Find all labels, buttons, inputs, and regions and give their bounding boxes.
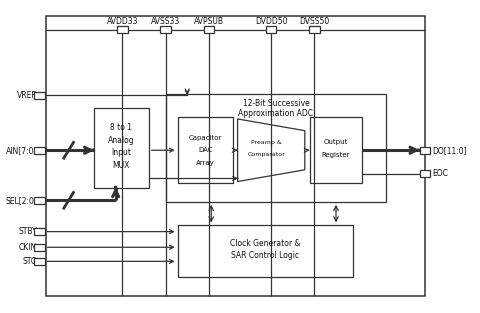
Text: SAR Control Logic: SAR Control Logic — [231, 251, 299, 260]
Bar — [34, 258, 45, 265]
Text: AVPSUB: AVPSUB — [194, 17, 224, 26]
Text: VREF: VREF — [17, 91, 37, 100]
Bar — [34, 197, 45, 204]
Bar — [94, 108, 149, 188]
Text: Preamp &: Preamp & — [251, 140, 282, 145]
Text: DO[11:0]: DO[11:0] — [432, 146, 467, 155]
Text: Capacitor: Capacitor — [189, 135, 222, 141]
Polygon shape — [238, 119, 305, 182]
Text: AIN[7:0]: AIN[7:0] — [5, 146, 37, 155]
Text: EOC: EOC — [432, 169, 448, 178]
Text: Comparator: Comparator — [248, 152, 285, 157]
Text: STBY: STBY — [18, 227, 37, 236]
Text: Approximation ADC: Approximation ADC — [239, 109, 313, 118]
Bar — [46, 16, 425, 296]
Text: Register: Register — [322, 152, 350, 158]
Bar — [34, 147, 45, 154]
Bar — [204, 26, 214, 33]
Bar — [309, 26, 320, 33]
Text: CKIN: CKIN — [19, 243, 37, 252]
Text: AVDD33: AVDD33 — [107, 17, 138, 26]
Bar — [178, 117, 233, 183]
Bar — [178, 225, 353, 277]
Bar — [166, 94, 386, 202]
Text: Clock Generator &: Clock Generator & — [230, 239, 300, 248]
Text: DVDD50: DVDD50 — [255, 17, 288, 26]
Bar — [34, 244, 45, 251]
Text: Array: Array — [196, 160, 215, 166]
Text: 12-Bit Successive: 12-Bit Successive — [242, 100, 310, 108]
Text: DVSS50: DVSS50 — [299, 17, 330, 26]
Bar — [420, 170, 430, 177]
Text: 8 to 1: 8 to 1 — [110, 123, 132, 132]
Bar — [266, 26, 276, 33]
Bar — [34, 228, 45, 235]
Bar — [117, 26, 128, 33]
Text: Input: Input — [111, 148, 131, 157]
Text: MUX: MUX — [112, 161, 130, 170]
Bar — [310, 117, 362, 183]
Bar — [420, 147, 430, 154]
Text: AVSS33: AVSS33 — [151, 17, 180, 26]
Text: STC: STC — [23, 257, 37, 266]
Text: Output: Output — [324, 139, 348, 146]
Text: SEL[2:0]: SEL[2:0] — [5, 196, 37, 205]
Text: DAC: DAC — [198, 147, 213, 153]
Text: Analog: Analog — [108, 136, 134, 145]
Bar — [34, 92, 45, 99]
Bar — [160, 26, 171, 33]
